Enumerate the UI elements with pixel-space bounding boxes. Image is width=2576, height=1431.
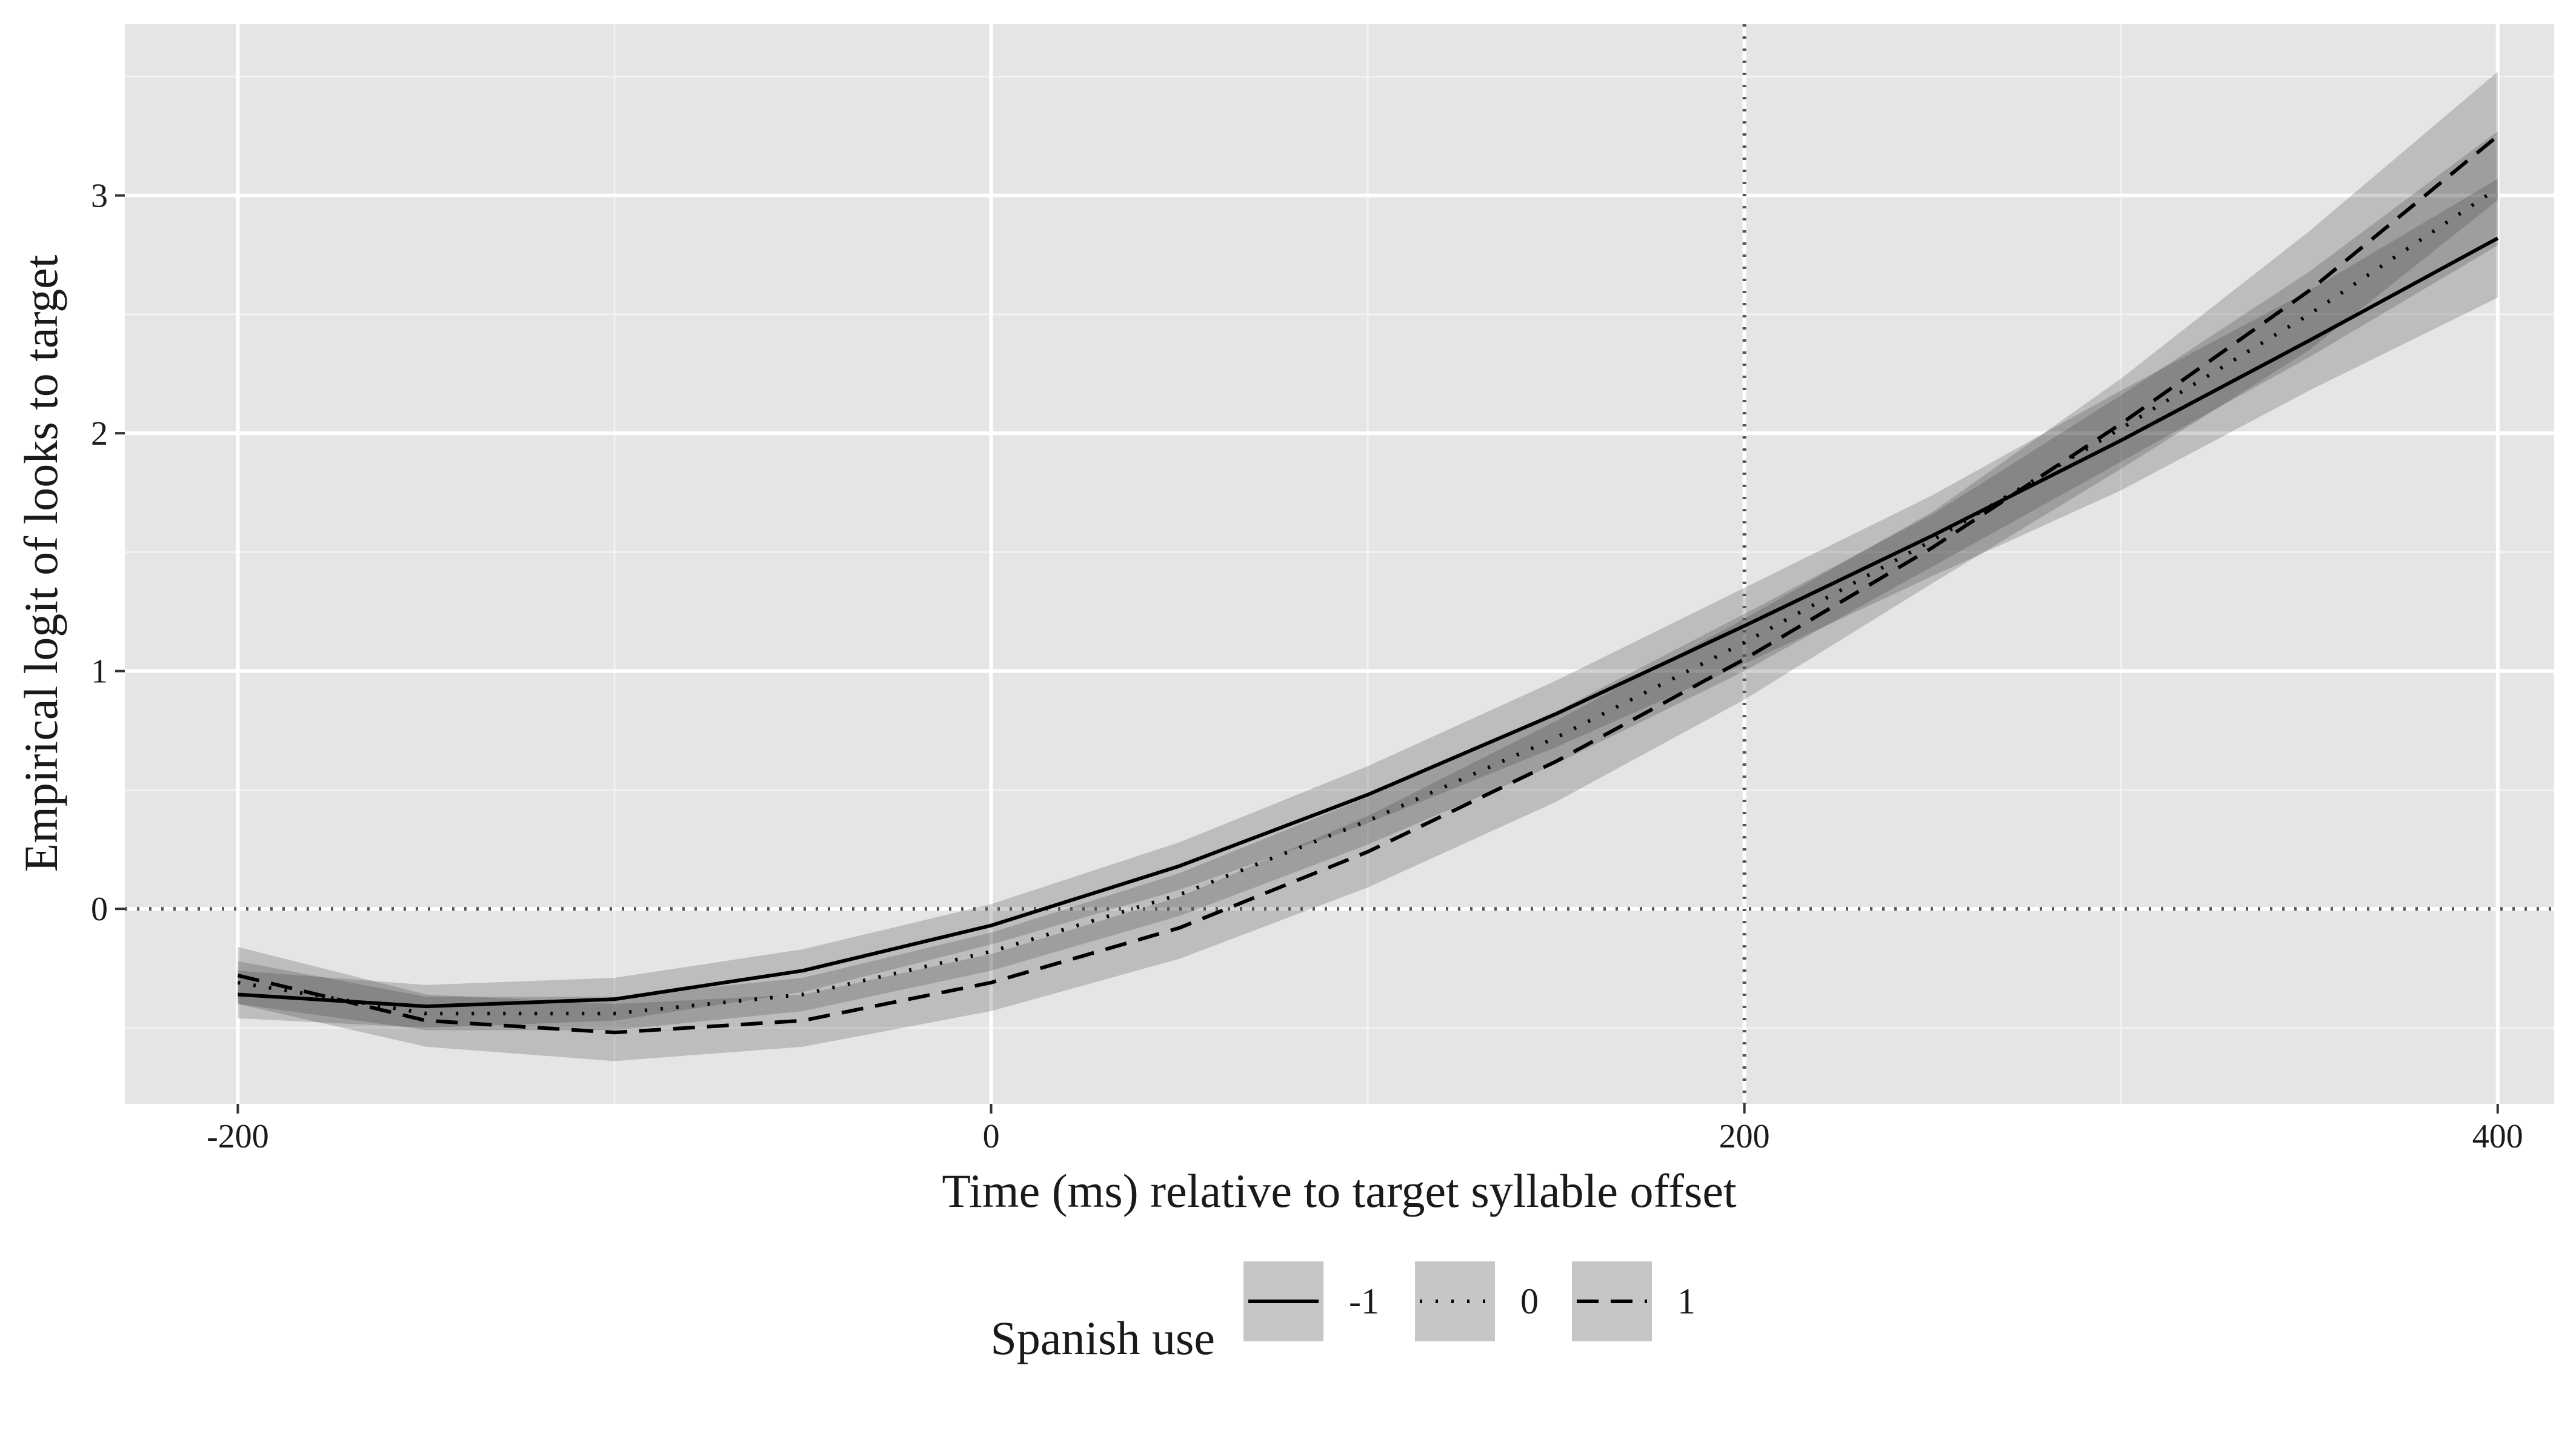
- x-axis-title: Time (ms) relative to target syllable of…: [942, 1164, 1737, 1217]
- series-line-2: [237, 134, 2499, 1035]
- y-tick-label-1: 1: [91, 653, 108, 691]
- legend-label-1: 0: [1520, 1281, 1539, 1321]
- y-axis-title: Empirical logit of looks to target: [15, 254, 67, 872]
- series-line-1: [237, 187, 2499, 1015]
- x-tick-label-0: -200: [207, 1118, 269, 1155]
- legend-label-0: -1: [1349, 1281, 1379, 1321]
- minor-gridlines: [125, 24, 2554, 1104]
- legend: Spanish use -1 0 1: [991, 1259, 1696, 1364]
- reference-lines: [125, 24, 2554, 1104]
- series-line-0: [238, 236, 2499, 1009]
- y-tick-label-0: 0: [91, 891, 108, 928]
- series-lines: [237, 134, 2499, 1035]
- y-tick-label-2: 2: [91, 415, 108, 453]
- plot-panel: [125, 24, 2554, 1104]
- x-tick-label-2: 200: [1719, 1118, 1770, 1155]
- x-tick-label-3: 400: [2472, 1118, 2523, 1155]
- ribbon-series-2: [238, 71, 2498, 1061]
- y-axis-ticks: 0 1 2 3: [91, 178, 125, 928]
- confidence-ribbons: [238, 71, 2498, 1061]
- legend-label-2: 1: [1677, 1281, 1696, 1321]
- x-tick-label-1: 0: [983, 1118, 1000, 1155]
- legend-key-box-1: [1413, 1259, 1497, 1344]
- x-axis-ticks: -200 0 200 400: [207, 1104, 2523, 1155]
- y-tick-label-3: 3: [91, 178, 108, 215]
- legend-title: Spanish use: [991, 1312, 1216, 1364]
